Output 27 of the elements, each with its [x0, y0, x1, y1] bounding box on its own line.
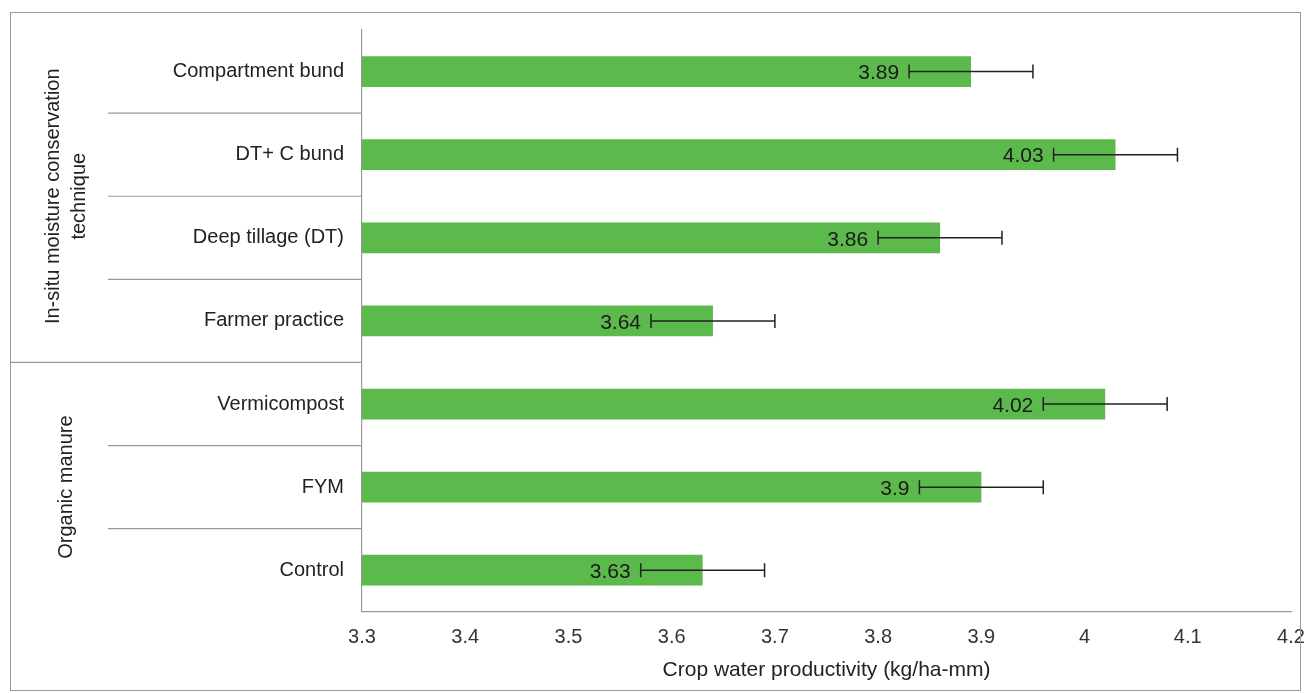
y-tick-label: Control	[279, 557, 344, 580]
x-tick-label: 4	[1078, 625, 1091, 648]
x-tick-label: 3.4	[451, 625, 480, 648]
x-tick-label: 3.9	[967, 625, 996, 648]
x-tick-label: 4.2	[1277, 625, 1305, 648]
data-label: 4.03	[1002, 143, 1044, 167]
y-tick-label: DT+ C bund	[235, 142, 344, 165]
y-tick-label: Farmer practice	[203, 308, 344, 331]
y-tick-label: Deep tillage (DT)	[192, 225, 344, 248]
y-tick-label: Vermicompost	[217, 391, 345, 414]
data-label: 3.9	[880, 475, 910, 499]
data-label: 3.86	[827, 226, 869, 250]
data-label: 3.89	[858, 60, 900, 84]
text: In-situ moisture conservation technique	[40, 68, 89, 325]
data-label: 4.02	[992, 392, 1034, 416]
data-label: 3.64	[600, 309, 642, 333]
x-axis-title: Crop water productivity (kg/ha-mm)	[662, 657, 991, 681]
data-label: 3.63	[589, 559, 631, 583]
y-tick-label: FYM	[301, 474, 344, 497]
x-tick-label: 3.8	[864, 625, 893, 648]
x-tick-label: 3.5	[554, 625, 583, 648]
x-tick-label: 3.6	[657, 625, 686, 648]
text: Organic manure	[53, 415, 76, 559]
x-tick-label: 4.1	[1173, 625, 1202, 648]
x-tick-label: 3.7	[760, 625, 789, 648]
y-tick-label: Compartment bund	[172, 59, 344, 82]
x-tick-label: 3.3	[348, 625, 376, 648]
